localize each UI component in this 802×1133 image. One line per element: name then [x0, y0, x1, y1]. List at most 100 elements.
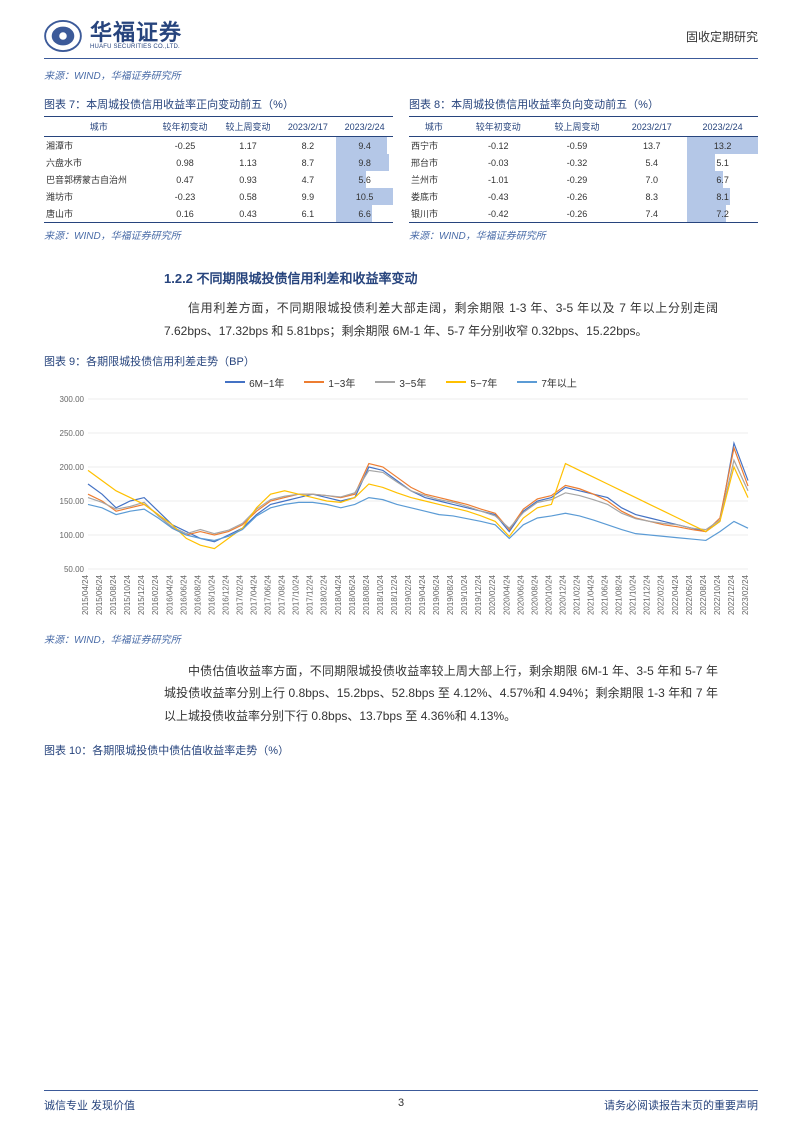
svg-text:2020/02/24: 2020/02/24 [488, 574, 497, 615]
svg-text:2019/08/24: 2019/08/24 [446, 574, 455, 615]
table-cell: 8.7 [280, 154, 337, 171]
table-cell: -0.59 [538, 137, 617, 155]
table-cell: 10.5 [336, 188, 393, 205]
table-cell: 0.93 [217, 171, 280, 188]
svg-text:2017/04/24: 2017/04/24 [250, 574, 259, 615]
svg-text:2019/12/24: 2019/12/24 [474, 574, 483, 615]
table-cell: 6.7 [687, 171, 758, 188]
table-cell: 5.1 [687, 154, 758, 171]
table8-caption: 图表 8：本周城投债信用收益率负向变动前五（%） [409, 96, 758, 112]
legend-item: 7年以上 [517, 375, 577, 390]
svg-text:2018/10/24: 2018/10/24 [376, 574, 385, 615]
table-cell: 9.8 [336, 154, 393, 171]
table-row: 银川市-0.42-0.267.47.2 [409, 205, 758, 223]
svg-text:2016/02/24: 2016/02/24 [151, 574, 160, 615]
table-cell: 13.7 [616, 137, 687, 155]
table-cell: 6.1 [280, 205, 337, 223]
table-cell: -1.01 [459, 171, 538, 188]
col-header: 2023/2/24 [336, 117, 393, 137]
table-cell: 1.17 [217, 137, 280, 155]
svg-text:2017/10/24: 2017/10/24 [292, 574, 301, 615]
page-footer: 诚信专业 发现价值 3 请务必阅读报告末页的重要声明 [44, 1090, 758, 1113]
footer-left: 诚信专业 发现价值 [44, 1097, 135, 1113]
table-cell: 娄底市 [409, 188, 459, 205]
svg-text:2016/10/24: 2016/10/24 [207, 574, 216, 615]
table-row: 湘潭市-0.251.178.29.4 [44, 137, 393, 155]
svg-text:2017/06/24: 2017/06/24 [264, 574, 273, 615]
svg-text:2020/10/24: 2020/10/24 [544, 574, 553, 615]
section-heading-1-2-2: 1.2.2 不同期限城投债信用利差和收益率变动 [164, 268, 758, 287]
table-cell: 唐山市 [44, 205, 153, 223]
company-name-cn: 华福证券 [90, 22, 182, 44]
chart9-legend: 6M−1年1−3年3−5年5−7年7年以上 [44, 375, 758, 390]
svg-text:2023/02/24: 2023/02/24 [741, 574, 750, 615]
doc-type: 固收定期研究 [686, 28, 758, 45]
table-row: 娄底市-0.43-0.268.38.1 [409, 188, 758, 205]
footer-right: 请务必阅读报告末页的重要声明 [604, 1097, 758, 1113]
chart9: 6M−1年1−3年3−5年5−7年7年以上 50.00100.00150.002… [44, 375, 758, 627]
table-cell: -0.42 [459, 205, 538, 223]
table-cell: 0.47 [153, 171, 216, 188]
svg-text:2022/08/24: 2022/08/24 [699, 574, 708, 615]
legend-item: 3−5年 [375, 375, 426, 390]
table-cell: 4.7 [280, 171, 337, 188]
svg-text:2019/02/24: 2019/02/24 [404, 574, 413, 615]
table-cell: 邢台市 [409, 154, 459, 171]
col-header: 2023/2/17 [616, 117, 687, 137]
svg-text:2022/10/24: 2022/10/24 [713, 574, 722, 615]
svg-text:2015/06/24: 2015/06/24 [95, 574, 104, 615]
table-cell: 0.98 [153, 154, 216, 171]
legend-item: 5−7年 [446, 375, 497, 390]
table-cell: -0.29 [538, 171, 617, 188]
table-row: 潍坊市-0.230.589.910.5 [44, 188, 393, 205]
svg-text:2021/10/24: 2021/10/24 [629, 574, 638, 615]
svg-text:2015/12/24: 2015/12/24 [137, 574, 146, 615]
svg-text:2021/12/24: 2021/12/24 [643, 574, 652, 615]
svg-text:2019/04/24: 2019/04/24 [418, 574, 427, 615]
svg-text:2018/12/24: 2018/12/24 [390, 574, 399, 615]
company-name-en: HUAFU SECURITIES CO.,LTD. [90, 44, 182, 50]
svg-text:2015/04/24: 2015/04/24 [81, 574, 90, 615]
logo-block: 华福证券 HUAFU SECURITIES CO.,LTD. [44, 20, 182, 52]
svg-text:2021/08/24: 2021/08/24 [615, 574, 624, 615]
table-cell: 5.6 [336, 171, 393, 188]
table-cell: 7.2 [687, 205, 758, 223]
tables-row: 图表 7：本周城投债信用收益率正向变动前五（%） 城市较年初变动较上周变动202… [44, 92, 758, 252]
table-cell: 7.0 [616, 171, 687, 188]
table-cell: 银川市 [409, 205, 459, 223]
table-cell: 0.43 [217, 205, 280, 223]
svg-text:2022/04/24: 2022/04/24 [671, 574, 680, 615]
svg-text:2016/08/24: 2016/08/24 [193, 574, 202, 615]
svg-text:2021/02/24: 2021/02/24 [572, 574, 581, 615]
svg-text:2020/04/24: 2020/04/24 [502, 574, 511, 615]
svg-text:2016/06/24: 2016/06/24 [179, 574, 188, 615]
table-cell: 9.9 [280, 188, 337, 205]
svg-text:2015/10/24: 2015/10/24 [123, 574, 132, 615]
svg-text:2022/06/24: 2022/06/24 [685, 574, 694, 615]
table-cell: -0.32 [538, 154, 617, 171]
table-cell: -0.26 [538, 205, 617, 223]
table-cell: -0.43 [459, 188, 538, 205]
table-cell: -0.12 [459, 137, 538, 155]
svg-text:300.00: 300.00 [60, 395, 85, 404]
table-cell: -0.25 [153, 137, 216, 155]
company-logo-icon [44, 20, 82, 52]
col-header: 2023/2/17 [280, 117, 337, 137]
table-cell: 5.4 [616, 154, 687, 171]
table-cell: 7.4 [616, 205, 687, 223]
svg-text:2018/08/24: 2018/08/24 [362, 574, 371, 615]
svg-text:2021/06/24: 2021/06/24 [601, 574, 610, 615]
svg-text:2018/04/24: 2018/04/24 [334, 574, 343, 615]
col-header: 2023/2/24 [687, 117, 758, 137]
table-cell: 巴音郭楞蒙古自治州 [44, 171, 153, 188]
legend-item: 1−3年 [304, 375, 355, 390]
svg-text:2016/04/24: 2016/04/24 [165, 574, 174, 615]
footer-page-number: 3 [398, 1097, 404, 1109]
table-cell: 9.4 [336, 137, 393, 155]
table7: 城市较年初变动较上周变动2023/2/172023/2/24湘潭市-0.251.… [44, 116, 393, 223]
table8: 城市较年初变动较上周变动2023/2/172023/2/24西宁市-0.12-0… [409, 116, 758, 223]
table-cell: 0.16 [153, 205, 216, 223]
svg-text:2020/06/24: 2020/06/24 [516, 574, 525, 615]
col-header: 较年初变动 [459, 117, 538, 137]
svg-text:2015/08/24: 2015/08/24 [109, 574, 118, 615]
